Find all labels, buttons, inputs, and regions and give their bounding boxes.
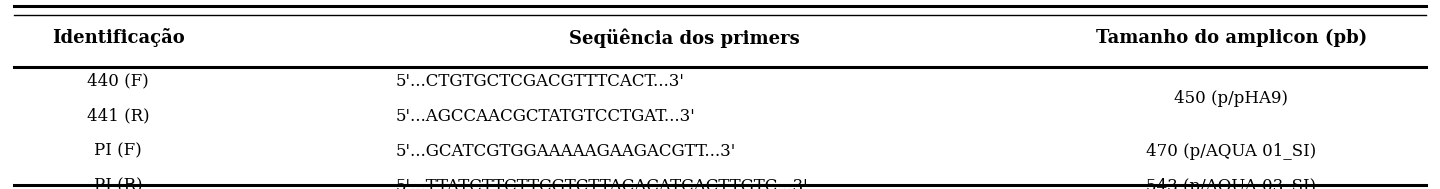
Text: 470 (p/AQUA 01_SI): 470 (p/AQUA 01_SI) xyxy=(1146,143,1316,160)
Text: 5'...TTATCTTCTTCGTCTTACACATCACTTGTC...3': 5'...TTATCTTCTTCGTCTTACACATCACTTGTC...3' xyxy=(396,178,809,189)
Text: 5'...AGCCAACGCTATGTCCTGAT...3': 5'...AGCCAACGCTATGTCCTGAT...3' xyxy=(396,108,696,125)
Text: 441 (R): 441 (R) xyxy=(86,108,150,125)
Text: Seqüência dos primers: Seqüência dos primers xyxy=(569,28,799,48)
Text: Tamanho do amplicon (pb): Tamanho do amplicon (pb) xyxy=(1096,29,1367,47)
Text: 5'...GCATCGTGGAAAAAGAAGACGTT...3': 5'...GCATCGTGGAAAAAGAAGACGTT...3' xyxy=(396,143,736,160)
Text: 543 (p/AQUA 03_SI): 543 (p/AQUA 03_SI) xyxy=(1146,178,1316,189)
Text: 450 (p/pHA9): 450 (p/pHA9) xyxy=(1174,90,1289,107)
Text: 5'...CTGTGCTCGACGTTTCACT...3': 5'...CTGTGCTCGACGTTTCACT...3' xyxy=(396,73,685,90)
Text: PI (F): PI (F) xyxy=(94,143,143,160)
Text: PI (R): PI (R) xyxy=(94,178,143,189)
Text: 440 (F): 440 (F) xyxy=(88,73,148,90)
Text: Identificação: Identificação xyxy=(52,28,184,47)
